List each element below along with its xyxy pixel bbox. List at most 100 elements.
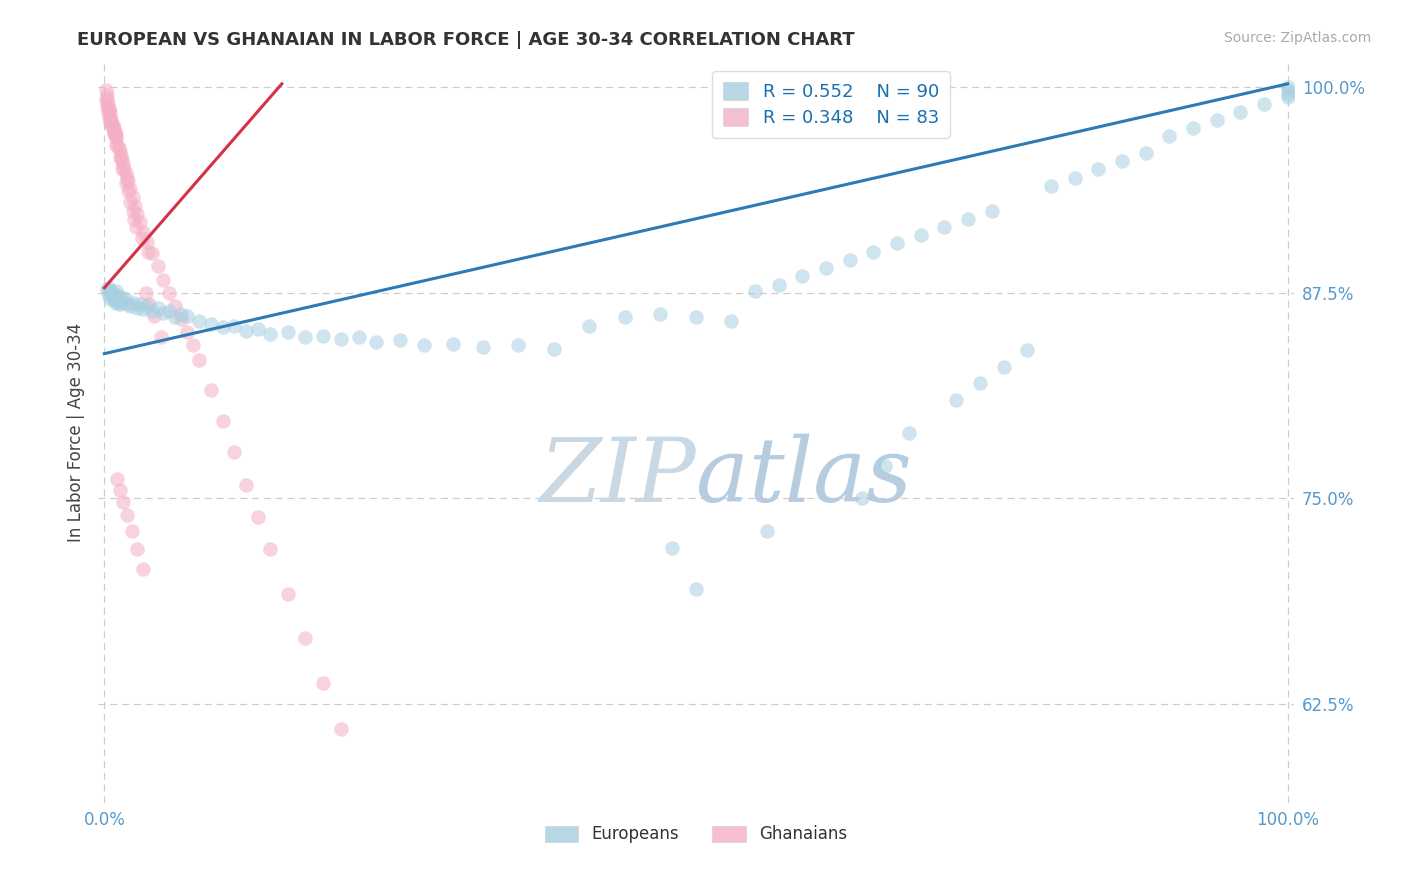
Point	[330, 722, 353, 736]
Point	[1017, 343, 1039, 358]
Point	[103, 124, 125, 138]
Point	[224, 318, 246, 333]
Point	[1039, 178, 1062, 193]
Point	[127, 542, 149, 557]
Point	[259, 326, 281, 341]
Point	[277, 587, 299, 601]
Point	[685, 310, 707, 325]
Point	[122, 295, 145, 310]
Point	[685, 582, 707, 596]
Point	[108, 151, 131, 165]
Point	[131, 231, 153, 245]
Point	[838, 252, 860, 267]
Point	[578, 318, 600, 333]
Point	[543, 342, 565, 356]
Point	[105, 137, 128, 152]
Point	[104, 124, 127, 138]
Point	[132, 562, 155, 576]
Text: Source: ZipAtlas.com: Source: ZipAtlas.com	[1223, 31, 1371, 45]
Point	[661, 541, 683, 555]
Point	[170, 312, 193, 326]
Point	[472, 340, 495, 354]
Point	[96, 88, 118, 103]
Point	[412, 338, 434, 352]
Point	[136, 244, 159, 259]
Point	[969, 376, 991, 391]
Point	[200, 383, 222, 397]
Point	[98, 289, 121, 303]
Point	[105, 131, 128, 145]
Point	[277, 325, 299, 339]
Point	[127, 207, 149, 221]
Point	[1205, 113, 1227, 128]
Point	[105, 128, 128, 142]
Point	[165, 299, 187, 313]
Point	[143, 309, 166, 323]
Point	[114, 166, 136, 180]
Point	[389, 334, 412, 348]
Point	[98, 114, 121, 128]
Point	[104, 293, 127, 308]
Point	[141, 246, 163, 260]
Point	[105, 472, 128, 486]
Point	[1159, 129, 1181, 144]
Point	[136, 235, 159, 249]
Point	[112, 295, 135, 310]
Point	[117, 184, 139, 198]
Point	[105, 137, 128, 152]
Point	[851, 491, 873, 506]
Point	[211, 320, 233, 334]
Point	[886, 236, 908, 251]
Point	[792, 269, 814, 284]
Point	[98, 106, 121, 120]
Point	[146, 260, 169, 274]
Point	[1087, 162, 1109, 177]
Point	[121, 190, 143, 204]
Point	[152, 272, 174, 286]
Point	[125, 219, 148, 234]
Point	[100, 118, 122, 132]
Point	[1277, 87, 1299, 101]
Point	[259, 542, 281, 557]
Legend: Europeans, Ghanaians: Europeans, Ghanaians	[538, 819, 853, 850]
Point	[97, 104, 120, 119]
Point	[112, 157, 135, 171]
Y-axis label: In Labor Force | Age 30-34: In Labor Force | Age 30-34	[66, 323, 84, 542]
Point	[875, 458, 897, 473]
Point	[96, 92, 118, 106]
Point	[188, 314, 211, 328]
Point	[128, 215, 150, 229]
Point	[157, 285, 180, 300]
Point	[176, 325, 198, 339]
Point	[117, 297, 139, 311]
Point	[330, 332, 353, 346]
Point	[100, 114, 122, 128]
Point	[132, 225, 155, 239]
Point	[100, 284, 122, 298]
Point	[124, 198, 146, 212]
Point	[100, 113, 122, 128]
Point	[94, 93, 117, 107]
Point	[136, 299, 159, 313]
Point	[768, 277, 790, 292]
Point	[115, 508, 138, 522]
Point	[94, 83, 117, 97]
Point	[120, 182, 142, 196]
Point	[115, 170, 138, 185]
Point	[247, 509, 270, 524]
Point	[121, 203, 143, 218]
Point	[744, 284, 766, 298]
Point	[120, 195, 142, 210]
Point	[312, 675, 335, 690]
Point	[132, 302, 155, 317]
Point	[347, 330, 370, 344]
Point	[111, 291, 134, 305]
Point	[312, 328, 335, 343]
Point	[247, 322, 270, 336]
Point	[294, 632, 316, 646]
Point	[152, 305, 174, 319]
Point	[114, 162, 136, 177]
Point	[114, 293, 136, 307]
Point	[993, 359, 1015, 374]
Point	[108, 483, 131, 498]
